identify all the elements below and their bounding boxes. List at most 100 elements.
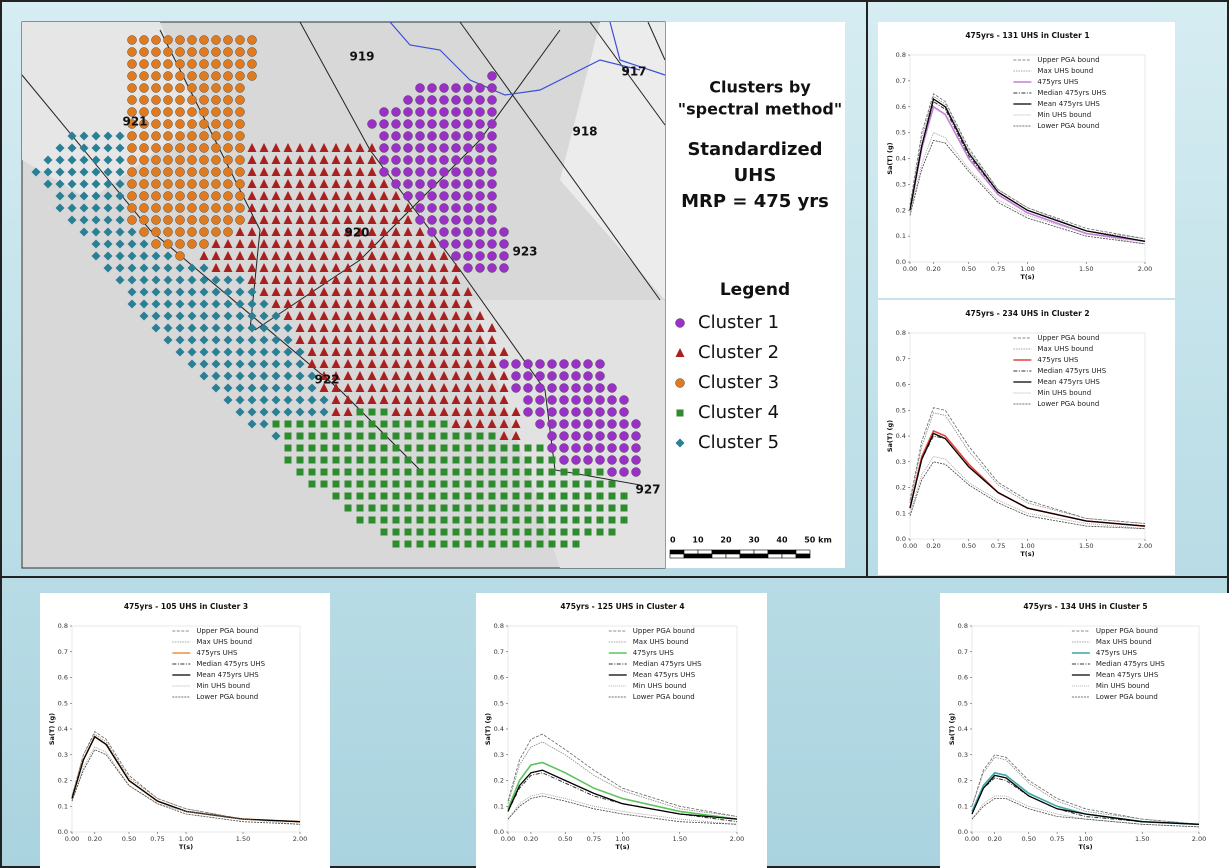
cluster-marker — [513, 505, 520, 512]
scale-bar — [684, 550, 698, 554]
x-tick-label: 0.75 — [991, 265, 1005, 273]
cluster-marker — [393, 541, 400, 548]
cluster-marker — [429, 421, 436, 428]
y-tick-label: 0.8 — [494, 622, 504, 630]
y-tick-label: 0.1 — [494, 802, 504, 810]
cluster-marker — [560, 432, 569, 441]
cluster-marker — [477, 481, 484, 488]
cluster-marker — [428, 180, 437, 189]
y-tick-label: 0.2 — [896, 206, 906, 214]
cluster-marker — [405, 505, 412, 512]
x-tick-label: 0.00 — [965, 835, 979, 843]
x-tick-label: 0.75 — [991, 542, 1005, 550]
cluster-marker — [620, 444, 629, 453]
cluster-marker — [585, 493, 592, 500]
cluster-marker — [584, 360, 593, 369]
y-axis-label: Sa(T) (g) — [48, 713, 56, 745]
cluster-marker — [525, 469, 532, 476]
cluster-marker — [536, 420, 545, 429]
cluster-marker — [560, 372, 569, 381]
cluster-marker — [441, 517, 448, 524]
x-tick-label: 0.20 — [88, 835, 102, 843]
y-tick-label: 0.4 — [58, 725, 68, 733]
cluster-marker — [441, 421, 448, 428]
scale-label: 20 — [720, 536, 732, 545]
cluster-marker — [152, 72, 161, 81]
cluster-marker — [321, 481, 328, 488]
cluster-marker — [188, 132, 197, 141]
cluster-marker — [452, 156, 461, 165]
cluster-marker — [476, 96, 485, 105]
scale-bar — [698, 550, 712, 554]
cluster-marker — [513, 541, 520, 548]
y-tick-label: 0.2 — [58, 777, 68, 785]
cluster-marker — [584, 372, 593, 381]
cluster-marker — [345, 445, 352, 452]
cluster-marker — [500, 360, 509, 369]
cluster-marker — [212, 180, 221, 189]
cluster-marker — [200, 228, 209, 237]
cluster-marker — [488, 108, 497, 117]
cluster-marker — [176, 228, 185, 237]
cluster-marker — [176, 108, 185, 117]
cluster-marker — [152, 120, 161, 129]
cluster-marker — [440, 216, 449, 225]
cluster-marker — [453, 541, 460, 548]
cluster-marker — [321, 421, 328, 428]
map-subtitle: MRP = 475 yrs — [681, 191, 829, 212]
cluster-marker — [548, 420, 557, 429]
cluster-marker — [152, 156, 161, 165]
cluster-marker — [152, 96, 161, 105]
cluster-marker — [537, 541, 544, 548]
cluster-marker — [393, 529, 400, 536]
cluster-marker — [537, 505, 544, 512]
cluster-marker — [560, 360, 569, 369]
cluster-marker — [572, 408, 581, 417]
y-tick-label: 0.5 — [896, 406, 906, 414]
cluster-marker — [512, 360, 521, 369]
cluster-marker — [417, 457, 424, 464]
cluster-marker — [345, 457, 352, 464]
cluster-marker — [596, 444, 605, 453]
y-axis-label: Sa(T) (g) — [886, 420, 894, 452]
zone-label: 922 — [314, 373, 339, 387]
cluster-marker — [489, 541, 496, 548]
cluster-marker — [248, 48, 257, 57]
cluster-marker — [609, 529, 616, 536]
scale-bar — [698, 554, 712, 558]
cluster-marker — [333, 433, 340, 440]
cluster-marker — [585, 529, 592, 536]
x-tick-label: 0.75 — [150, 835, 164, 843]
cluster-marker — [596, 408, 605, 417]
cluster-marker — [357, 409, 364, 416]
cluster-marker — [164, 192, 173, 201]
cluster-marker — [212, 36, 221, 45]
cluster-marker — [236, 120, 245, 129]
map-subtitle: Standardized — [687, 139, 822, 160]
y-tick-label: 0.4 — [494, 725, 504, 733]
cluster-marker — [224, 96, 233, 105]
cluster-marker — [176, 240, 185, 249]
cluster-marker — [476, 120, 485, 129]
x-tick-label: 0.50 — [962, 265, 976, 273]
cluster-marker — [512, 372, 521, 381]
cluster-marker — [188, 144, 197, 153]
y-tick-label: 0.3 — [958, 751, 968, 759]
cluster-marker — [536, 396, 545, 405]
scale-bar — [754, 554, 768, 558]
cluster-marker — [309, 433, 316, 440]
cluster-marker — [236, 108, 245, 117]
cluster-marker — [405, 481, 412, 488]
cluster-marker — [477, 469, 484, 476]
cluster-marker — [380, 108, 389, 117]
cluster-marker — [428, 120, 437, 129]
cluster-marker — [513, 517, 520, 524]
cluster-marker — [416, 108, 425, 117]
cluster-marker — [488, 180, 497, 189]
cluster-marker — [429, 457, 436, 464]
cluster-marker — [488, 132, 497, 141]
cluster-marker — [440, 240, 449, 249]
cluster-marker — [476, 108, 485, 117]
chart: 475yrs - 234 UHS in Cluster 20.00.10.20.… — [878, 300, 1175, 575]
cluster-marker — [416, 216, 425, 225]
